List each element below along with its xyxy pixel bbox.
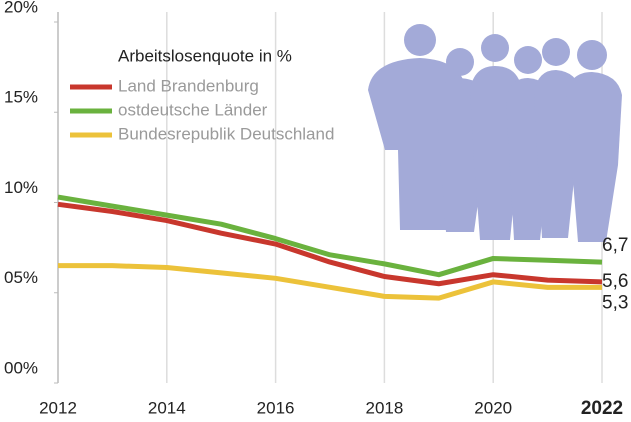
x-tick-label: 2014 bbox=[148, 398, 186, 417]
people-silhouettes bbox=[368, 24, 622, 242]
x-tick-label: 2016 bbox=[257, 398, 295, 417]
legend-label: Bundesrepublik Deutschland bbox=[118, 124, 334, 143]
y-tick-label: 10% bbox=[4, 178, 38, 197]
value-label: 5,3 bbox=[602, 292, 628, 313]
y-tick-label: 00% bbox=[4, 358, 38, 377]
x-tick-label: 2020 bbox=[474, 398, 512, 417]
legend-label: ostdeutsche Länder bbox=[118, 100, 268, 119]
series-line bbox=[58, 263, 602, 301]
series-line bbox=[57, 201, 603, 287]
y-tick-label: 20% bbox=[4, 0, 38, 16]
x-tick-label: 2018 bbox=[365, 398, 403, 417]
value-label: 5,6 bbox=[602, 271, 628, 292]
value-label: 6,7 bbox=[602, 235, 628, 256]
y-tick-label: 05% bbox=[4, 268, 38, 287]
legend-title: Arbeitslosenquote in % bbox=[118, 46, 292, 65]
x-tick-label: 2012 bbox=[39, 398, 77, 417]
y-tick-label: 15% bbox=[4, 88, 38, 107]
legend-label: Land Brandenburg bbox=[118, 76, 259, 95]
series-line bbox=[57, 194, 603, 278]
x-tick-label: 2022 bbox=[581, 398, 623, 419]
